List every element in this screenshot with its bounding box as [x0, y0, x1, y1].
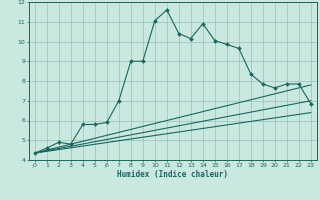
X-axis label: Humidex (Indice chaleur): Humidex (Indice chaleur)	[117, 170, 228, 179]
